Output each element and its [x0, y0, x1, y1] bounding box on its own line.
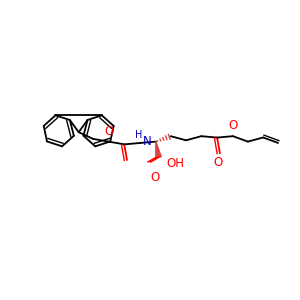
- Polygon shape: [156, 142, 161, 158]
- Text: OH: OH: [167, 157, 184, 170]
- Text: O: O: [104, 125, 113, 138]
- Text: O: O: [213, 156, 223, 169]
- Text: N: N: [143, 136, 152, 148]
- Text: O: O: [150, 171, 159, 184]
- Text: O: O: [228, 119, 238, 132]
- Text: H: H: [135, 130, 143, 140]
